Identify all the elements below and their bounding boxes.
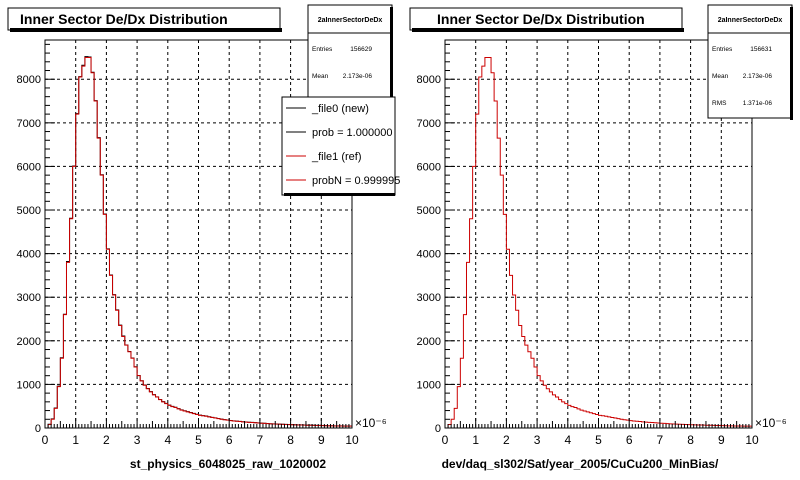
left-x-tick-label: 10: [345, 433, 359, 447]
left-x-tick-label: 6: [226, 433, 233, 447]
right-x-tick-label: 2: [503, 433, 510, 447]
right-title-box: Inner Sector De/Dx Distribution: [409, 7, 684, 32]
left-y-tick-label: 5000: [17, 205, 41, 217]
left-plot-area: 0 1 2 3 4 5 6 7 8 9 10 0 1000 2000 3000 4000 5000 6000 700…: [17, 39, 359, 447]
right-y-tick-label: 1000: [417, 379, 441, 391]
right-y-tick-label: 8000: [417, 74, 441, 86]
left-x-tick-label: 4: [164, 433, 171, 447]
left-x-tick-label: 2: [103, 433, 110, 447]
right-y-tick-label: 7000: [417, 118, 441, 130]
left-y-tick-label: 1000: [17, 379, 41, 391]
right-chart-title: Inner Sector De/Dx Distribution: [437, 11, 645, 27]
right-x-tick-label: 3: [534, 433, 541, 447]
left-y-tick-label: 6000: [17, 161, 41, 173]
right-y-tick-label: 4000: [417, 249, 441, 261]
left-title-shadow: [10, 28, 282, 32]
right-stats-frame: [707, 4, 793, 119]
left-y-tick-label: 8000: [17, 74, 41, 86]
right-y-tick-label: 5000: [417, 205, 441, 217]
legend-entry-3-text: probN = 0.999995: [312, 175, 400, 187]
left-histogram-ref-series: [45, 56, 353, 429]
right-stats-box: 2aInnerSectorDeDx Entries 156631 Mean 2.…: [707, 4, 793, 120]
left-stats-name: 2aInnerSectorDeDx: [318, 17, 383, 24]
left-legend-frame: [281, 96, 396, 196]
right-x-axis-title: dev/daq_sl302/Sat/year_2005/CuCu200_MinB…: [442, 457, 719, 471]
right-x-exponent: ×10⁻⁶: [755, 416, 787, 430]
right-x-tick-label: 6: [626, 433, 633, 447]
right-x-tick-label: 10: [745, 433, 759, 447]
right-stats-mean-value: 2.173e-06: [743, 73, 773, 80]
left-chart-title: Inner Sector De/Dx Distribution: [20, 11, 228, 27]
right-x-tick-label: 4: [564, 433, 571, 447]
legend-entry-0-text: _file0 (new): [311, 103, 369, 115]
right-x-tick-label: 8: [687, 433, 694, 447]
right-x-tick-label: 0: [442, 433, 449, 447]
right-y-tick-label: 0: [435, 423, 441, 435]
right-stats-entries-label: Entries: [712, 46, 733, 53]
right-x-tick-label: 5: [595, 433, 602, 447]
legend-entry-1-text: prob = 1.000000: [312, 127, 392, 139]
right-stats-shadow: [790, 7, 793, 120]
left-y-tick-label: 7000: [17, 118, 41, 130]
right-histogram-pad: Inner Sector De/Dx Distribution 0 1 2 3 4 5 6 7…: [409, 4, 793, 471]
right-x-tick-label: 1: [472, 433, 479, 447]
right-stats-entries-value: 156631: [750, 46, 772, 53]
right-plot-area: 0 1 2 3 4 5 6 7 8 9 10 0 1000 2000 3000 4000 5000 6000 700…: [417, 39, 759, 447]
left-y-tick-label: 0: [35, 423, 41, 435]
right-y-tick-label: 3000: [417, 292, 441, 304]
left-legend-shadow: [284, 193, 395, 196]
left-y-tick-label: 2000: [17, 336, 41, 348]
left-x-tick-label: 1: [72, 433, 79, 447]
right-title-shadow: [412, 28, 684, 32]
left-x-tick-label: 9: [318, 433, 325, 447]
right-stats-rms-label: RMS: [712, 100, 727, 107]
left-histogram-pad: Inner Sector De/Dx Distribution 0 1 2 3 4 5 6 7…: [7, 4, 400, 471]
right-y-tick-label: 2000: [417, 336, 441, 348]
left-x-exponent: ×10⁻⁶: [355, 416, 387, 430]
left-title-box: Inner Sector De/Dx Distribution: [7, 7, 282, 32]
left-x-tick-label: 8: [287, 433, 294, 447]
left-x-tick-label: 5: [195, 433, 202, 447]
left-x-tick-label: 0: [42, 433, 49, 447]
right-histogram-ref-series: [445, 56, 753, 429]
legend-entry-2-text: _file1 (ref): [311, 151, 362, 163]
left-stats-mean-value: 2.173e-06: [343, 73, 373, 80]
right-x-tick-label: 9: [718, 433, 725, 447]
left-stats-shadow: [390, 7, 393, 120]
left-legend: _file0 (new) prob = 1.000000 _file1 (ref…: [281, 96, 400, 196]
right-stats-name: 2aInnerSectorDeDx: [718, 17, 783, 24]
left-x-tick-label: 7: [257, 433, 264, 447]
right-stats-mean-label: Mean: [712, 73, 729, 80]
right-stats-rms-value: 1.371e-06: [743, 100, 773, 107]
left-x-tick-label: 3: [134, 433, 141, 447]
left-x-axis-title: st_physics_6048025_raw_1020002: [130, 457, 326, 471]
left-stats-entries-label: Entries: [312, 46, 333, 53]
left-stats-entries-value: 156629: [350, 46, 372, 53]
left-y-tick-label: 3000: [17, 292, 41, 304]
left-y-tick-label: 4000: [17, 249, 41, 261]
right-x-tick-label: 7: [657, 433, 664, 447]
right-y-tick-label: 6000: [417, 161, 441, 173]
left-stats-mean-label: Mean: [312, 73, 329, 80]
